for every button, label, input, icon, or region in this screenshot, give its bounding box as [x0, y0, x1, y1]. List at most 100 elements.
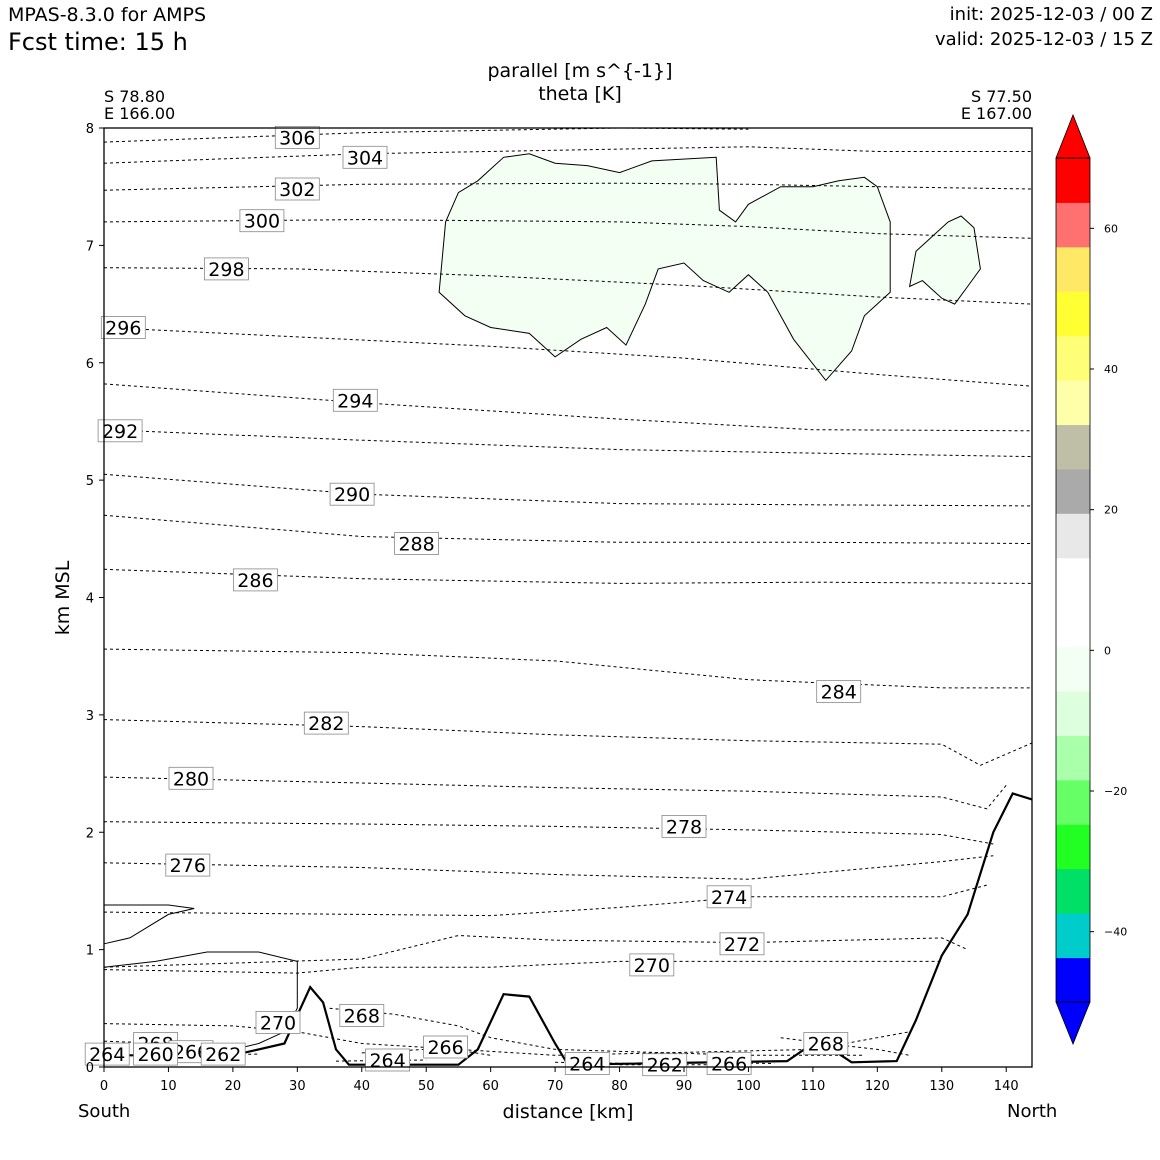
contour-label: 300: [244, 211, 280, 233]
right-lat: S 77.50: [970, 87, 1032, 106]
y-axis-label: km MSL: [52, 560, 74, 635]
north-label: North: [1007, 1101, 1058, 1122]
contour-label: 280: [173, 768, 209, 790]
colorbar-segment: [1056, 335, 1090, 381]
theta-contour-282: [103, 719, 1033, 766]
contour-label: 266: [711, 1054, 747, 1076]
contour-label-box: [168, 766, 214, 790]
velocity-shaded-region: [908, 215, 981, 305]
contour-label: 306: [279, 127, 315, 149]
y-tick-label: 7: [86, 239, 94, 254]
x-tick-label: 0: [100, 1079, 108, 1094]
theta-contours: [103, 127, 1033, 1066]
theta-contour-266: [361, 1047, 491, 1056]
contour-label-box: [642, 1053, 688, 1077]
contour-label-box: [200, 1042, 246, 1066]
colorbar-segment: [1056, 913, 1090, 959]
contour-label-box: [274, 126, 320, 149]
theta-contour-296: [103, 327, 1033, 387]
colorbar-segment: [1056, 158, 1090, 203]
colorbar-tick-label: 40: [1104, 363, 1118, 376]
contour-label-box: [564, 1052, 610, 1075]
contour-label: 268: [808, 1034, 844, 1056]
contour-label: 276: [170, 855, 206, 877]
contour-label-box: [719, 932, 765, 956]
contour-label-box: [97, 419, 143, 443]
contour-label-box: [332, 388, 378, 412]
contour-label: 294: [337, 390, 373, 412]
terrain: [104, 792, 1033, 1066]
x-tick-label: 40: [354, 1079, 371, 1094]
contour-label-box: [803, 1032, 849, 1055]
left-lon: E 166.00: [104, 104, 176, 123]
contour-label: 288: [398, 534, 434, 556]
contour-label: 264: [89, 1044, 125, 1066]
right-endpoint-coords: S 77.50 E 167.00: [961, 88, 1032, 122]
x-tick-label: 10: [160, 1079, 177, 1094]
contour-label-box: [365, 1048, 411, 1072]
contour-labels: 3063043023002982962942922902882862842822…: [84, 126, 862, 1077]
chart-title-line-2: theta [K]: [538, 83, 622, 105]
chart-title-line-1: parallel [m s^{-1}]: [487, 60, 673, 82]
contour-label: 296: [105, 318, 141, 340]
contour-label: 270: [634, 955, 670, 977]
colorbar-segment: [1056, 380, 1090, 425]
colorbar-tick-label: −20: [1104, 785, 1127, 798]
theta-contour-304: [103, 146, 1032, 164]
x-tick-label: 120: [865, 1079, 890, 1094]
colorbar-segment: [1056, 735, 1090, 781]
terrain-line: [104, 792, 1033, 1066]
left-lat: S 78.80: [104, 87, 166, 106]
colorbar-segment: [1056, 291, 1090, 337]
velocity-zero-contour: [103, 904, 195, 945]
theta-contour-300: [103, 219, 1033, 239]
theta-contour-288: [103, 514, 1033, 544]
contour-label-box: [394, 532, 440, 555]
contour-label: 264: [569, 1054, 605, 1076]
contour-label: 274: [711, 887, 747, 909]
contour-label-box: [423, 1035, 469, 1059]
colorbar-segment: [1056, 468, 1090, 514]
theta-contour-302: [103, 182, 1033, 191]
contour-label: 260: [137, 1044, 173, 1066]
velocity-shaded-region: [438, 153, 891, 382]
valid-time: valid: 2025-12-03 / 15 Z: [935, 29, 1153, 50]
y-tick-label: 2: [86, 826, 94, 841]
colorbar-tick-label: 0: [1104, 644, 1111, 657]
left-endpoint-coords: S 78.80 E 166.00: [104, 88, 175, 122]
contour-label-box: [816, 680, 862, 703]
colorbar-segment: [1056, 824, 1090, 870]
y-tick-label: 8: [86, 122, 94, 137]
contour-label-box: [133, 1042, 179, 1066]
colorbar-segment: [1056, 557, 1090, 603]
colorbar-tick-label: −40: [1104, 926, 1127, 939]
contour-label-box: [706, 1052, 752, 1075]
x-tick-label: 30: [289, 1079, 306, 1094]
x-tick-label: 90: [676, 1079, 693, 1094]
contour-label-box: [342, 145, 388, 169]
contour-label: 262: [647, 1055, 683, 1077]
contour-label-box: [661, 815, 707, 838]
y-tick-label: 3: [86, 709, 94, 724]
x-tick-label: 50: [418, 1079, 435, 1094]
theta-contour-292: [103, 429, 1033, 458]
x-tick-label: 70: [547, 1079, 564, 1094]
contour-label: 266: [427, 1037, 463, 1059]
theta-contour-284: [103, 648, 1032, 689]
contour-label-box: [706, 885, 752, 909]
contour-label-box: [339, 1004, 385, 1027]
theta-contour-268: [329, 1007, 865, 1056]
colorbar-segment: [1056, 691, 1090, 736]
contour-label-box: [329, 482, 375, 506]
x-axis-label: distance [km]: [503, 1101, 634, 1123]
theta-contour-276: [103, 855, 994, 880]
velocity-shading: [103, 153, 981, 1054]
contour-label: 278: [666, 816, 702, 838]
colorbar-extend-high: [1055, 113, 1091, 159]
y-tick-label: 6: [86, 357, 94, 372]
theta-contour-294: [103, 383, 1033, 432]
y-tick-label: 4: [86, 592, 94, 607]
contour-label-box: [303, 711, 349, 735]
forecast-time: Fcst time: 15 h: [8, 28, 188, 56]
contour-label: 270: [260, 1012, 296, 1034]
